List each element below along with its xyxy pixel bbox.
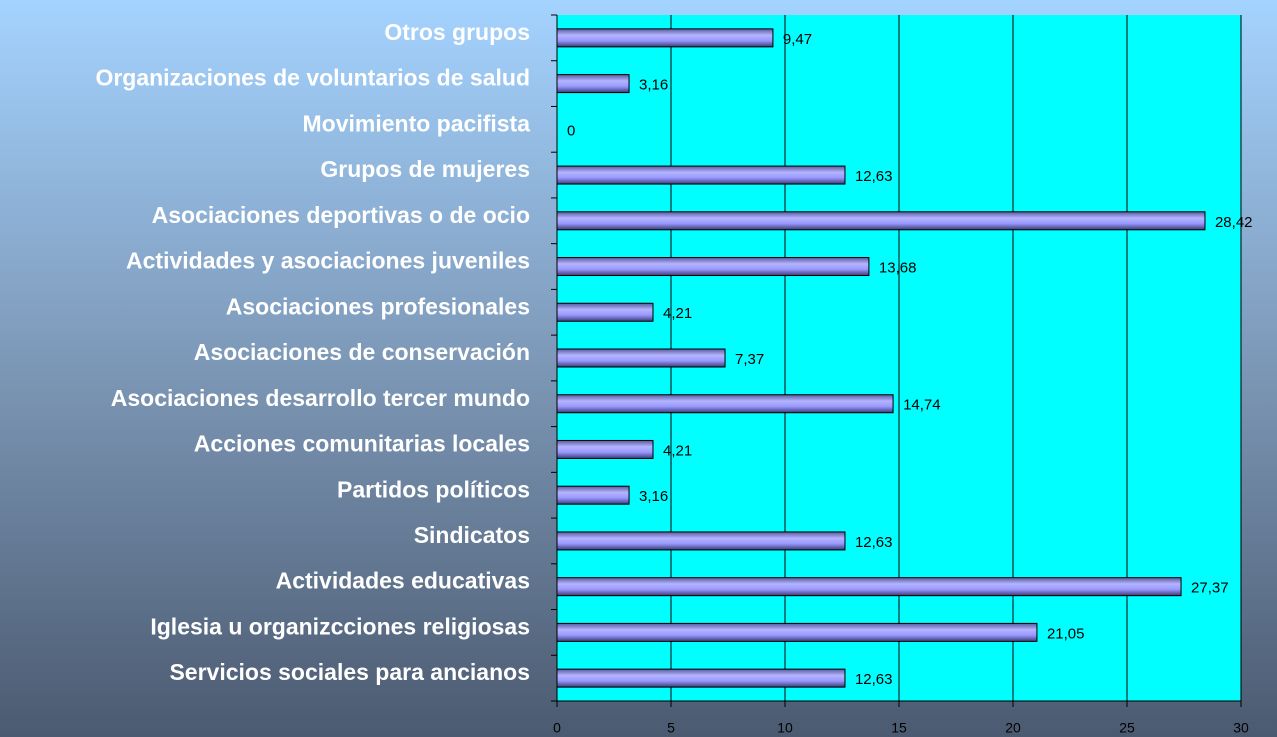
bar — [556, 485, 630, 505]
y-tick-label: Asociaciones de conservación — [194, 339, 530, 365]
bar — [556, 531, 846, 551]
x-tick-label: 30 — [1233, 720, 1249, 736]
x-tick-label: 5 — [667, 720, 675, 736]
bar — [556, 165, 846, 185]
x-tick-label: 15 — [891, 720, 907, 736]
x-tick-label: 10 — [777, 720, 793, 736]
bar — [556, 348, 726, 368]
y-tick-label: Otros grupos — [384, 19, 530, 45]
bar — [556, 622, 1038, 642]
value-label: 7,37 — [735, 351, 764, 368]
bar — [556, 211, 1206, 231]
bar — [556, 302, 654, 322]
y-tick-label: Actividades educativas — [276, 568, 530, 594]
value-label: 28,42 — [1215, 214, 1253, 231]
bar — [556, 74, 630, 94]
y-tick-label: Asociaciones desarrollo tercer mundo — [111, 385, 530, 411]
value-label: 0 — [567, 122, 575, 139]
value-label: 12,63 — [855, 168, 893, 185]
value-label: 3,16 — [639, 77, 668, 94]
y-tick-label: Acciones comunitarias locales — [194, 431, 530, 457]
bar — [556, 394, 894, 414]
bar — [556, 577, 1182, 597]
y-tick-label: Asociaciones deportivas o de ocio — [152, 202, 530, 228]
value-label: 3,16 — [639, 488, 668, 505]
bar — [556, 257, 870, 277]
value-label: 4,21 — [663, 305, 692, 322]
bar — [556, 28, 774, 48]
y-tick-label: Asociaciones profesionales — [226, 293, 530, 319]
bar — [556, 668, 846, 688]
y-tick-label: Sindicatos — [414, 522, 530, 548]
value-label: 14,74 — [903, 397, 941, 414]
bar — [556, 439, 654, 459]
value-label: 4,21 — [663, 442, 692, 459]
x-tick-label: 25 — [1119, 720, 1135, 736]
y-tick-label: Iglesia u organizcciones religiosas — [150, 613, 530, 639]
x-tick-label: 0 — [553, 720, 561, 736]
value-label: 21,05 — [1047, 625, 1085, 642]
value-label: 12,63 — [855, 671, 893, 688]
y-tick-label: Servicios sociales para ancianos — [169, 659, 530, 685]
y-tick-label: Organizaciones de voluntarios de salud — [95, 65, 530, 91]
y-tick-label: Partidos políticos — [337, 476, 530, 502]
y-tick-label: Actividades y asociaciones juveniles — [126, 248, 530, 274]
x-tick-label: 20 — [1005, 720, 1021, 736]
y-tick-label: Movimiento pacifista — [303, 110, 531, 136]
value-label: 12,63 — [855, 534, 893, 551]
y-tick-label: Grupos de mujeres — [320, 156, 530, 182]
value-label: 27,37 — [1191, 580, 1229, 597]
value-label: 13,68 — [879, 260, 917, 277]
value-label: 9,47 — [783, 31, 812, 48]
